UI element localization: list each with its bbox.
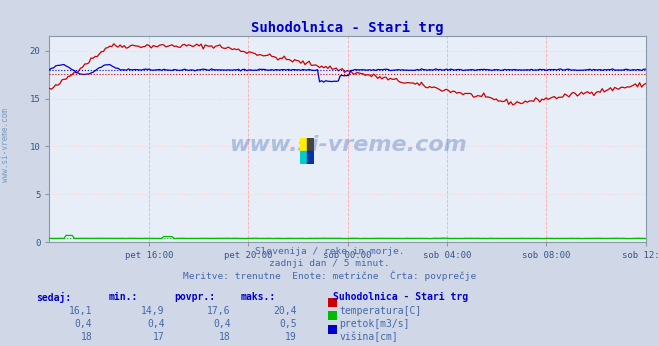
Text: 0,4: 0,4	[74, 319, 92, 329]
Bar	[300, 138, 307, 152]
Text: Meritve: trenutne  Enote: metrične  Črta: povprečje: Meritve: trenutne Enote: metrične Črta: …	[183, 270, 476, 281]
Text: maks.:: maks.:	[241, 292, 275, 302]
Text: 20,4: 20,4	[273, 306, 297, 316]
Bar	[307, 138, 314, 152]
Bar	[307, 152, 314, 164]
Text: 16,1: 16,1	[69, 306, 92, 316]
Text: temperatura[C]: temperatura[C]	[339, 306, 422, 316]
Text: www.si-vreme.com: www.si-vreme.com	[229, 135, 467, 155]
Text: višina[cm]: višina[cm]	[339, 332, 398, 342]
Text: 18: 18	[80, 332, 92, 342]
Text: 0,5: 0,5	[279, 319, 297, 329]
Text: www.si-vreme.com: www.si-vreme.com	[1, 108, 10, 182]
Text: min.:: min.:	[109, 292, 138, 302]
Text: povpr.:: povpr.:	[175, 292, 215, 302]
Text: pretok[m3/s]: pretok[m3/s]	[339, 319, 410, 329]
Text: Slovenija / reke in morje.: Slovenija / reke in morje.	[255, 247, 404, 256]
Text: 14,9: 14,9	[141, 306, 165, 316]
Text: 0,4: 0,4	[213, 319, 231, 329]
Text: sedaj:: sedaj:	[36, 292, 71, 303]
Text: 17,6: 17,6	[207, 306, 231, 316]
Text: 19: 19	[285, 332, 297, 342]
Text: Suhodolnica - Stari trg: Suhodolnica - Stari trg	[333, 292, 468, 302]
Title: Suhodolnica - Stari trg: Suhodolnica - Stari trg	[251, 21, 444, 35]
Text: zadnji dan / 5 minut.: zadnji dan / 5 minut.	[269, 259, 390, 268]
Text: 17: 17	[153, 332, 165, 342]
Text: 18: 18	[219, 332, 231, 342]
Bar	[300, 152, 307, 164]
Text: 0,4: 0,4	[147, 319, 165, 329]
